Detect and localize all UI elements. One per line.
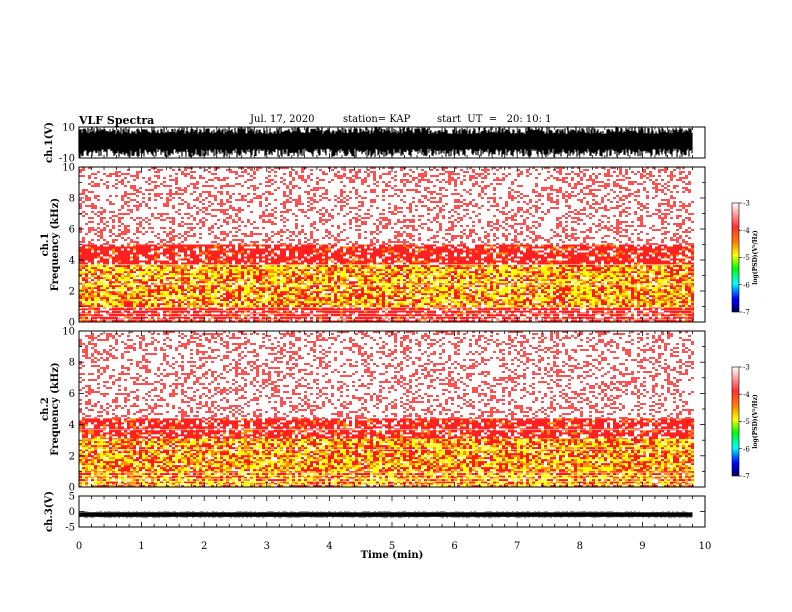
xtick-label: 10 [699, 541, 712, 552]
ylabel-panel-1: ch.1 [40, 233, 51, 257]
xtick-label: 3 [264, 541, 270, 552]
spectrogram-2 [79, 331, 694, 488]
xtick-label: 7 [514, 541, 520, 552]
ytick-label: 0 [69, 318, 75, 329]
ylabel-panel-2: ch.2 [40, 397, 51, 421]
date-label: Jul. 17, 2020 [250, 114, 315, 125]
ylabel-panel-0: ch.1(V) [44, 122, 55, 163]
ytick-label: 8 [69, 358, 75, 369]
ch3-waveform-trace [79, 512, 693, 517]
ytick-label: 2 [69, 451, 75, 462]
ytick-label: 8 [69, 194, 75, 205]
colorbar-tick-label: -4 [743, 227, 750, 235]
station-label: station= KAP [343, 114, 411, 125]
xtick-label: 1 [138, 541, 144, 552]
ytick-label: 0 [69, 483, 75, 494]
xtick-label: 9 [639, 541, 645, 552]
colorbar-0 [731, 202, 740, 313]
ytick-label: 2 [69, 287, 75, 298]
xtick-label: 5 [389, 541, 395, 552]
colorbar-tick-label: -6 [743, 445, 750, 453]
ylabel-panel-2: Frequency (kHz) [50, 362, 61, 455]
ytick-label: 10 [62, 123, 75, 134]
ytick-label: 6 [69, 225, 75, 236]
xtick-label: 8 [577, 541, 583, 552]
colorbar-tick-label: -5 [743, 418, 750, 426]
colorbar-tick-label: -6 [743, 281, 750, 289]
ytick-label: 5 [69, 492, 75, 503]
colorbar-tick-label: -3 [743, 364, 750, 372]
ch1-waveform-trace [78, 127, 693, 158]
colorbar-tick-label: -5 [743, 254, 750, 262]
xtick-label: 6 [451, 541, 457, 552]
ytick-label: 0 [69, 507, 75, 518]
ytick-label: 4 [69, 420, 75, 431]
ytick-label: 10 [62, 327, 75, 338]
ylabel-panel-1: Frequency (kHz) [50, 198, 61, 291]
start-time-label: start UT = 20: 10: 1 [437, 114, 552, 125]
ylabel-panel-3: ch.3(V) [44, 491, 55, 532]
spectrogram-1 [79, 167, 694, 323]
colorbar-tick-label: -3 [743, 200, 750, 208]
colorbar-label: log(PSD)(V²/Hz) [752, 230, 759, 285]
xtick-label: 0 [76, 541, 82, 552]
colorbar-1 [731, 366, 740, 477]
ytick-label: 10 [62, 163, 75, 174]
colorbar-tick-label: -7 [743, 473, 750, 481]
colorbar-label: log(PSD)(V²/Hz) [752, 394, 759, 449]
ytick-label: -10 [59, 154, 75, 165]
ytick-label: -5 [65, 523, 75, 534]
colorbar-tick-label: -4 [743, 391, 750, 399]
ytick-label: 6 [69, 389, 75, 400]
colorbar-tick-label: -7 [743, 309, 750, 317]
chart-title: VLF Spectra [79, 114, 155, 127]
xaxis-label: Time (min) [361, 550, 424, 561]
xtick-label: 2 [201, 541, 207, 552]
ytick-label: 4 [69, 256, 75, 267]
xtick-label: 4 [326, 541, 332, 552]
